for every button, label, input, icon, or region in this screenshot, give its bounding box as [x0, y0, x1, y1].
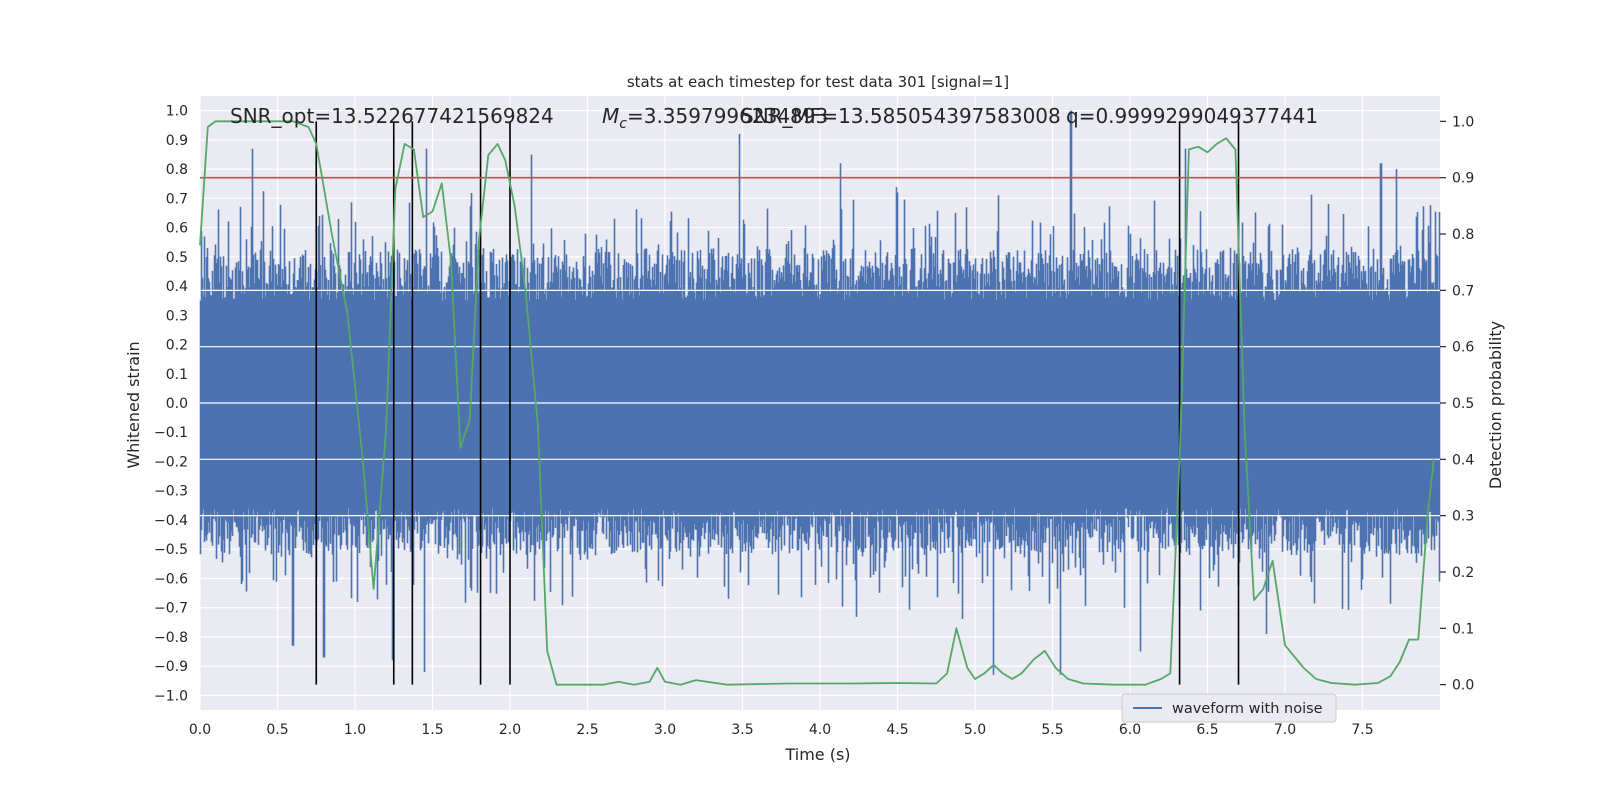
y-left-tick-label: 0.5 — [166, 250, 188, 266]
right-grid-layer — [200, 289, 1440, 517]
x-tick-label: 7.5 — [1351, 722, 1373, 738]
mc-subscript: c — [619, 116, 627, 132]
mc-value: =3.3597996234893 — [627, 104, 828, 128]
y-left-tick-label: −1.0 — [154, 688, 188, 704]
x-tick-label: 0.5 — [266, 722, 288, 738]
y-right-tick-label: 0.9 — [1452, 171, 1474, 187]
y-left-tick-label: −0.6 — [154, 571, 188, 587]
y-left-tick-label: 0.7 — [166, 191, 188, 207]
waveform-line — [199, 110, 1441, 675]
y-right-tick-label: 0.1 — [1452, 621, 1474, 637]
axes-layer: 0.0 0.5 1.0 1.5 2.0 2.5 3.0 3.5 4.0 4.5 5.0 5.5 6.0 6… — [154, 104, 1474, 738]
x-tick-label: 2.0 — [499, 722, 521, 738]
y-left-tick-label: 0.2 — [166, 338, 188, 354]
y-axis-label-left: Whitened strain — [124, 341, 143, 468]
y-right-tick-label: 1.0 — [1452, 114, 1474, 130]
x-tick-label: 0.0 — [189, 722, 211, 738]
x-tick-label: 2.5 — [576, 722, 598, 738]
detection-probability-line — [199, 120, 1435, 686]
y-axis-label-right: Detection probability — [1486, 321, 1505, 489]
x-tick-label: 1.0 — [344, 722, 366, 738]
y-right-tick-label: 0.6 — [1452, 340, 1474, 356]
x-tick-label: 7.0 — [1274, 722, 1296, 738]
y-left-tick-label: 0.3 — [166, 308, 188, 324]
snr-opt-annotation: SNR_opt=13.522677421569824 — [230, 104, 554, 128]
mc-annotation: Mc=3.3597996234893 — [602, 104, 828, 132]
y-right-tick-label: 0.8 — [1452, 227, 1474, 243]
y-right-tick-label: 0.4 — [1452, 452, 1474, 468]
y-left-tick-label: −0.2 — [154, 454, 188, 470]
x-tick-label: 5.5 — [1041, 722, 1063, 738]
y-left-tick-label: 0.6 — [166, 221, 188, 237]
y-right-tick-label: 0.0 — [1452, 678, 1474, 694]
x-tick-label: 3.5 — [731, 722, 753, 738]
y-right-tick-label: 0.3 — [1452, 509, 1474, 525]
x-tick-label: 6.0 — [1119, 722, 1141, 738]
detection-probability-series — [199, 120, 1435, 686]
x-axis-label: Time (s) — [784, 745, 850, 764]
snr-mf-annotation: SNR_MF=13.585054397583008 — [741, 104, 1061, 128]
chart-title: stats at each timestep for test data 301… — [627, 73, 1009, 91]
y-left-tick-label: 0.1 — [166, 367, 188, 383]
x-tick-label: 4.0 — [809, 722, 831, 738]
mc-symbol: M — [602, 104, 619, 128]
y-left-tick-label: −0.3 — [154, 484, 188, 500]
x-tick-label: 6.5 — [1196, 722, 1218, 738]
x-tick-label: 5.0 — [964, 722, 986, 738]
waveform-series — [199, 110, 1441, 675]
y-left-tick-label: 0.9 — [166, 133, 188, 149]
x-tick-label: 3.0 — [654, 722, 676, 738]
legend-label: waveform with noise — [1172, 701, 1323, 717]
y-right-tick-label: 0.5 — [1452, 396, 1474, 412]
y-left-tick-label: −0.7 — [154, 601, 188, 617]
y-left-tick-label: 0.8 — [166, 162, 188, 178]
y-left-tick-label: −0.8 — [154, 630, 188, 646]
y-left-tick-label: 1.0 — [166, 104, 188, 120]
q-annotation: q=0.9999299049377441 — [1066, 104, 1318, 128]
y-left-tick-label: 0.4 — [166, 279, 188, 295]
x-tick-label: 1.5 — [421, 722, 443, 738]
y-right-tick-label: 0.2 — [1452, 565, 1474, 581]
legend-box — [1121, 693, 1337, 723]
legend: waveform with noise — [1121, 693, 1337, 723]
y-left-tick-label: −0.5 — [154, 542, 188, 558]
y-right-tick-label: 0.7 — [1452, 283, 1474, 299]
y-left-tick-label: −0.1 — [154, 425, 188, 441]
x-tick-label: 4.5 — [886, 722, 908, 738]
y-left-tick-label: −0.4 — [154, 513, 188, 529]
y-left-tick-label: 0.0 — [166, 396, 188, 412]
y-left-tick-label: −0.9 — [154, 659, 188, 675]
